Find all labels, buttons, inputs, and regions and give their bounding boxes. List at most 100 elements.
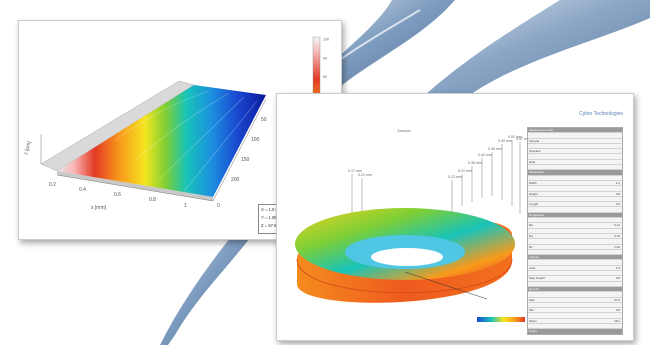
panel-row-value: 1.02 — [614, 244, 620, 249]
panel-row — [528, 229, 622, 234]
callout-label: 0.45 mm — [488, 147, 502, 151]
panel-row-value: 0.6 — [615, 276, 620, 281]
panel-row: Results — [528, 286, 622, 293]
callout-label: 0.57 mm — [516, 137, 527, 141]
callout-label: 0.52 mm — [508, 135, 522, 139]
surface-plot: 0.2 0.4 0.6 0.8 1 0 x [mm] z [µm] 200 15… — [23, 36, 329, 230]
panel-row — [528, 154, 622, 160]
x-tick: 0.4 — [79, 187, 86, 193]
panel-row — [528, 133, 622, 139]
panel-row — [528, 250, 622, 256]
panel-row — [528, 239, 622, 245]
panel-row: 57.5 Max — [528, 298, 622, 303]
panel-row — [528, 324, 622, 330]
colorbar-tick: 100 — [323, 38, 329, 42]
panel-row-label: Sample — [529, 138, 540, 143]
panel-row: 0.12 Ra — [528, 223, 622, 229]
panel-row-label: Mean — [529, 318, 537, 323]
callout-label: 0.21 mm — [358, 173, 372, 177]
panel-row-label: Measurement Info — [529, 128, 554, 132]
panel-row — [528, 313, 622, 319]
depth-tick: 200 — [231, 177, 240, 183]
panel-row — [528, 186, 622, 192]
panel-row — [528, 218, 622, 224]
panel-row: Roughness — [528, 212, 622, 219]
panel-row-value: 28.1 — [614, 318, 620, 323]
panel-row: 0.0 Min — [528, 308, 622, 314]
company-logo: Cyber Technologies — [579, 111, 623, 117]
x-tick: 0.8 — [149, 197, 156, 203]
panel-row-label: Max — [529, 297, 535, 302]
panel-row: 0.6 Step Height — [528, 276, 622, 282]
panel-row-label: Ra — [529, 223, 533, 228]
callout-label: 0.49 mm — [498, 139, 512, 143]
ring-visualisation: 0.17 mm0.21 mm 0.23 mm 0.31 mm 0.38 mm 0.42 … — [295, 135, 527, 322]
panel-row-label: Roughness — [529, 212, 545, 217]
panel-row — [528, 282, 622, 287]
colorbar-tick: 80 — [323, 75, 327, 79]
panel-row — [528, 207, 622, 213]
panel-row — [528, 165, 622, 171]
panel-row-value: 0.0 — [615, 308, 620, 313]
legend-x: X = 1.0 mm — [261, 207, 283, 212]
panel-row-value: 2.4 — [615, 265, 620, 270]
panel-row-value: 1.2 — [615, 180, 620, 185]
panel-row-label: Parameters — [529, 170, 545, 175]
panel-row — [528, 176, 622, 181]
panel-row-label: Height — [529, 191, 538, 196]
panel-row: Notes — [528, 329, 622, 334]
panel-row — [528, 303, 622, 309]
report-data-panel: Measurement Info Sample Operator Date Parame… — [527, 127, 623, 335]
callout-label: 0.42 mm — [478, 153, 492, 157]
z-axis-label: z [µm] — [23, 140, 33, 155]
panel-row-label: Width — [529, 180, 537, 185]
panel-row-value: 0.15 — [614, 233, 620, 238]
panel-row — [528, 144, 622, 150]
panel-row-label: Volume — [529, 255, 540, 260]
panel-row: 0.15 Rq — [528, 233, 622, 240]
callout-label: 0.38 mm — [468, 161, 482, 165]
panel-row: 0.8 Height — [528, 192, 622, 197]
panel-row: Volume — [528, 255, 622, 261]
legend-y: Y = 1.08 mm — [261, 215, 285, 220]
x-axis-label: x [mm] — [91, 205, 107, 211]
panel-row — [528, 197, 622, 203]
depth-tick: 100 — [251, 137, 260, 143]
panel-row: 3.5 Length — [528, 202, 622, 208]
panel-row: 28.1 Mean — [528, 319, 622, 324]
panel-row: 2.4 Area — [528, 265, 622, 272]
ring-colour-legend — [477, 317, 525, 322]
x-tick: 1 — [184, 203, 187, 209]
panel-row — [528, 260, 622, 266]
callout-label: 0.23 mm — [448, 175, 462, 179]
panel-row-label: Operator — [529, 149, 541, 154]
panel-row-value: 0.8 — [615, 191, 620, 196]
panel-row-label: Step Height — [529, 276, 545, 281]
panel-row-value: 0.12 — [614, 223, 620, 228]
panel-row-label: Rz — [529, 244, 533, 249]
panel-row — [528, 271, 622, 277]
x-tick: 0.6 — [114, 192, 121, 198]
panel-row: Measurement Info — [528, 128, 622, 134]
x-tick: 0 — [217, 203, 220, 209]
panel-row-label: Notes — [529, 329, 537, 334]
depth-tick: 150 — [241, 157, 250, 163]
panel-row: Date — [528, 160, 622, 166]
depth-tick: 50 — [261, 117, 267, 123]
panel-row-label: Min — [529, 308, 534, 313]
report-window[interactable]: Cyber Technologies Sample — [276, 93, 634, 341]
panel-row-label: Rq — [529, 233, 533, 238]
report-caption: Sample — [397, 128, 411, 133]
panel-row: Parameters — [528, 170, 622, 176]
panel-row: 1.02 Rz — [528, 245, 622, 250]
panel-row — [528, 292, 622, 298]
panel-row-label: Results — [529, 286, 540, 291]
x-tick: 0.2 — [49, 182, 56, 188]
colorbar-tick: 90 — [323, 56, 327, 60]
panel-row-value: 57.5 — [614, 297, 620, 302]
panel-row-value: 3.5 — [615, 202, 620, 207]
panel-row: 1.2 Width — [528, 180, 622, 187]
legend-z: Z = 57.5 µm — [261, 223, 284, 228]
callout-label: 0.17 mm — [348, 169, 362, 173]
